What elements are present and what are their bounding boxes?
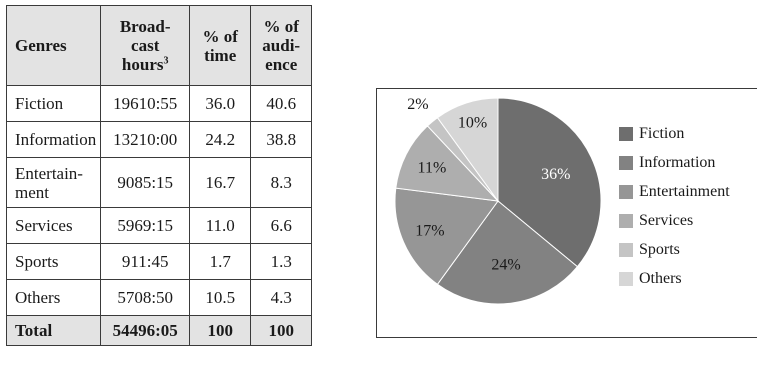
legend-swatch — [619, 243, 633, 257]
genre-name-line: Others — [15, 288, 96, 307]
percent-time: 36.0 — [190, 86, 251, 122]
genre-name: Information — [7, 122, 101, 158]
header-line-wrap: hours3 — [105, 55, 185, 74]
broadcast-hours: 9085:15 — [101, 158, 190, 208]
chart-legend: Fiction Information Entertainment Services S… — [619, 119, 730, 293]
pie-chart: 36% 24% 17% 11% 2% 10% — [377, 89, 617, 337]
broadcast-hours: 13210:00 — [101, 122, 190, 158]
legend-label: Others — [639, 270, 682, 288]
table-row: Information 13210:00 24.2 38.8 — [7, 122, 312, 158]
total-hours: 54496:05 — [101, 316, 190, 346]
legend-swatch — [619, 156, 633, 170]
data-label-entertainment: 17% — [415, 222, 444, 239]
header-line: time — [194, 46, 246, 65]
header-line: Genres — [15, 36, 96, 55]
genre-name: Sports — [7, 244, 101, 280]
percent-audience: 8.3 — [251, 158, 312, 208]
genre-name: Entertain- ment — [7, 158, 101, 208]
table-header-row: Genres Broad- cast hours3 % of time % of… — [7, 6, 312, 86]
header-broadcast-hours: Broad- cast hours3 — [101, 6, 190, 86]
legend-item-sports: Sports — [619, 235, 730, 264]
header-percent-time: % of time — [190, 6, 251, 86]
genre-name: Services — [7, 208, 101, 244]
legend-label: Fiction — [639, 125, 684, 143]
legend-label: Sports — [639, 241, 680, 259]
legend-item-entertainment: Entertainment — [619, 177, 730, 206]
table-row: Fiction 19610:55 36.0 40.6 — [7, 86, 312, 122]
genre-name-line: Information — [15, 130, 96, 149]
legend-label: Information — [639, 154, 715, 172]
header-genres: Genres — [7, 6, 101, 86]
data-label-information: 24% — [491, 256, 520, 273]
genre-name-line: Fiction — [15, 94, 96, 113]
genre-name-line: ment — [15, 183, 96, 202]
header-line: cast — [105, 36, 185, 55]
legend-item-services: Services — [619, 206, 730, 235]
percent-audience: 6.6 — [251, 208, 312, 244]
pie-chart-panel: 36% 24% 17% 11% 2% 10% Fiction Information Ente… — [376, 88, 757, 338]
genres-table: Genres Broad- cast hours3 % of time % of… — [6, 5, 312, 346]
legend-swatch — [619, 127, 633, 141]
table-row: Services 5969:15 11.0 6.6 — [7, 208, 312, 244]
legend-swatch — [619, 214, 633, 228]
legend-item-fiction: Fiction — [619, 119, 730, 148]
percent-audience: 38.8 — [251, 122, 312, 158]
table-row: Entertain- ment 9085:15 16.7 8.3 — [7, 158, 312, 208]
footnote-mark: 3 — [163, 55, 168, 66]
header-line: audi- — [255, 36, 307, 55]
genre-name: Fiction — [7, 86, 101, 122]
broadcast-hours: 5708:50 — [101, 280, 190, 316]
data-label-sports: 2% — [407, 96, 428, 113]
percent-time: 1.7 — [190, 244, 251, 280]
percent-time: 10.5 — [190, 280, 251, 316]
header-line: hours — [122, 55, 164, 74]
header-line: ence — [255, 55, 307, 74]
legend-swatch — [619, 185, 633, 199]
genre-name: Others — [7, 280, 101, 316]
broadcast-hours: 19610:55 — [101, 86, 190, 122]
total-label: Total — [7, 316, 101, 346]
genre-name-line: Sports — [15, 252, 96, 271]
header-line: Broad- — [105, 17, 185, 36]
percent-time: 24.2 — [190, 122, 251, 158]
legend-label: Services — [639, 212, 693, 230]
broadcast-hours: 911:45 — [101, 244, 190, 280]
legend-item-others: Others — [619, 264, 730, 293]
broadcast-hours: 5969:15 — [101, 208, 190, 244]
data-label-others: 10% — [458, 115, 487, 132]
percent-time: 11.0 — [190, 208, 251, 244]
percent-time: 16.7 — [190, 158, 251, 208]
table-total-row: Total 54496:05 100 100 — [7, 316, 312, 346]
data-label-fiction: 36% — [541, 166, 570, 183]
table-row: Sports 911:45 1.7 1.3 — [7, 244, 312, 280]
total-audience: 100 — [251, 316, 312, 346]
percent-audience: 1.3 — [251, 244, 312, 280]
header-line: % of — [194, 27, 246, 46]
genre-name-line: Entertain- — [15, 164, 96, 183]
legend-item-information: Information — [619, 148, 730, 177]
percent-audience: 40.6 — [251, 86, 312, 122]
header-line: % of — [255, 17, 307, 36]
table-row: Others 5708:50 10.5 4.3 — [7, 280, 312, 316]
header-percent-audience: % of audi- ence — [251, 6, 312, 86]
percent-audience: 4.3 — [251, 280, 312, 316]
genre-name-line: Services — [15, 216, 96, 235]
legend-label: Entertainment — [639, 183, 730, 201]
total-time: 100 — [190, 316, 251, 346]
data-label-services: 11% — [418, 159, 447, 176]
legend-swatch — [619, 272, 633, 286]
